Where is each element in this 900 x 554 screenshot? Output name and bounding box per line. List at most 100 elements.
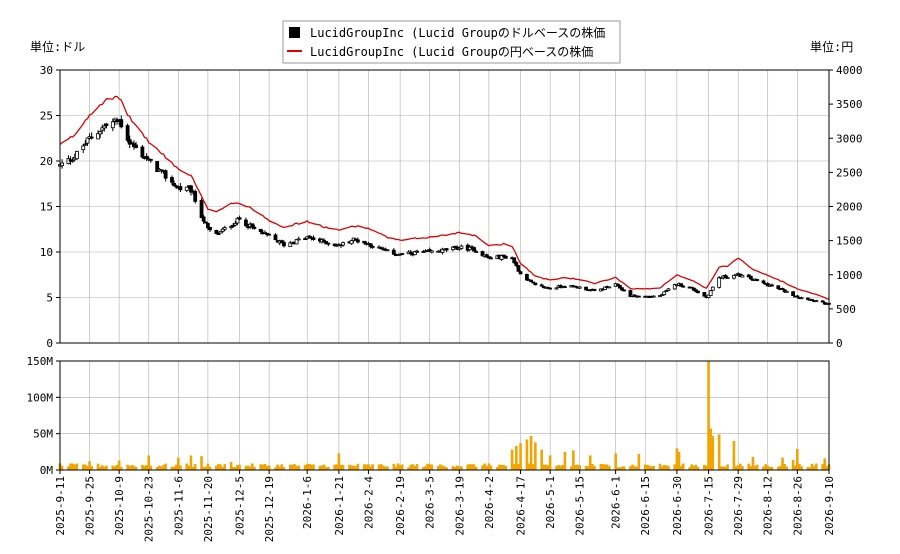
candle-body — [717, 277, 722, 288]
candle-body — [664, 290, 669, 292]
volume-bar — [155, 466, 159, 470]
candle-body — [480, 251, 485, 257]
volume-bar — [185, 463, 189, 470]
candle-body — [258, 228, 263, 233]
volume-bar — [675, 448, 679, 470]
volume-bar — [629, 466, 632, 470]
volume-bar — [386, 466, 389, 470]
candle-body — [732, 275, 736, 279]
volume-bar — [318, 465, 322, 470]
candle-body — [203, 221, 208, 224]
volume-bar — [614, 453, 617, 470]
candle-body — [814, 300, 819, 303]
candle-body — [218, 230, 223, 234]
volume-bar — [436, 465, 440, 470]
right-tick-label: 3000 — [836, 132, 863, 145]
candle-body — [100, 127, 105, 131]
candle-body — [263, 231, 267, 234]
volume-bar — [172, 466, 176, 470]
price-left-axis: 0 5 10 15 20 25 30 — [40, 64, 60, 350]
volume-bar — [261, 464, 265, 470]
candle-body — [400, 253, 405, 255]
candle-body — [529, 279, 534, 283]
volume-bar — [747, 463, 751, 470]
volume-bar — [288, 464, 292, 470]
candle-body — [305, 236, 310, 240]
volume-bar — [426, 463, 429, 470]
candle-body — [603, 286, 607, 290]
right-tick-label: 3500 — [836, 98, 863, 111]
volume-bar — [215, 465, 218, 470]
candle-body — [636, 295, 641, 298]
volume-bar — [307, 463, 311, 470]
volume-bar — [424, 466, 427, 470]
candle-body — [658, 295, 662, 297]
volume-bar — [755, 464, 759, 470]
candle-body — [518, 271, 523, 275]
volume-bar — [126, 464, 129, 470]
candle-body — [341, 242, 345, 246]
volume-bar — [105, 465, 108, 470]
volume-bar — [200, 456, 203, 470]
candle-body — [75, 151, 79, 160]
right-tick-label: 4000 — [836, 64, 863, 77]
volume-bar — [534, 442, 537, 470]
volume-bar — [722, 466, 725, 470]
volume-bar — [667, 466, 670, 470]
candle-body — [252, 226, 257, 229]
candle-body — [429, 250, 434, 253]
volume-bar — [400, 464, 404, 470]
candle-body — [706, 294, 711, 298]
candle-body — [144, 155, 149, 160]
volume-bar — [282, 467, 286, 470]
candle-body — [159, 169, 164, 172]
candle-body — [531, 281, 536, 284]
candle-body — [514, 262, 519, 266]
volume-bar — [428, 464, 432, 470]
volume-bar — [681, 463, 685, 470]
x-tick-label: 2026-1-6 — [301, 476, 314, 529]
candle-body — [662, 291, 667, 296]
right-tick-label: 1500 — [836, 235, 863, 248]
candle-body — [70, 160, 75, 163]
volume-bar — [578, 465, 582, 470]
volume-bar — [466, 464, 470, 470]
volume-bar — [145, 465, 148, 470]
volume-bar — [327, 466, 330, 470]
volume-bar — [576, 464, 579, 470]
candle-body — [349, 240, 354, 245]
candle-body — [702, 292, 707, 297]
candle-body — [362, 240, 367, 244]
candle-body — [499, 255, 504, 260]
candle-body — [666, 288, 671, 291]
volume-bar — [291, 464, 294, 470]
volume-bar — [407, 467, 410, 470]
volume-bar — [561, 464, 565, 470]
legend-box — [282, 20, 621, 64]
volume-bar — [90, 466, 93, 470]
volume-bar — [265, 465, 269, 470]
volume-bar — [481, 465, 484, 470]
volume-bar — [489, 465, 493, 470]
volume-bar — [422, 467, 425, 470]
volume-bar — [821, 463, 824, 470]
volume-bar — [631, 464, 634, 470]
candle-body — [592, 288, 597, 291]
volume-bar — [335, 464, 339, 470]
volume-bar — [726, 464, 729, 470]
candle-body — [370, 246, 375, 248]
volume-bar — [221, 467, 224, 470]
volume-bar — [341, 464, 345, 470]
candle-body — [250, 223, 255, 228]
volume-bar — [396, 463, 400, 470]
candle-body — [282, 241, 286, 247]
volume-bar — [379, 464, 383, 470]
candle-body — [193, 191, 198, 202]
volume-bar — [798, 463, 801, 470]
candle-body — [296, 238, 301, 241]
x-tick-label: 2025-9-11 — [54, 476, 67, 536]
volume-bar — [141, 464, 144, 470]
volume-bar — [504, 466, 508, 470]
candle-body — [294, 239, 299, 245]
volume-bar — [593, 465, 596, 470]
